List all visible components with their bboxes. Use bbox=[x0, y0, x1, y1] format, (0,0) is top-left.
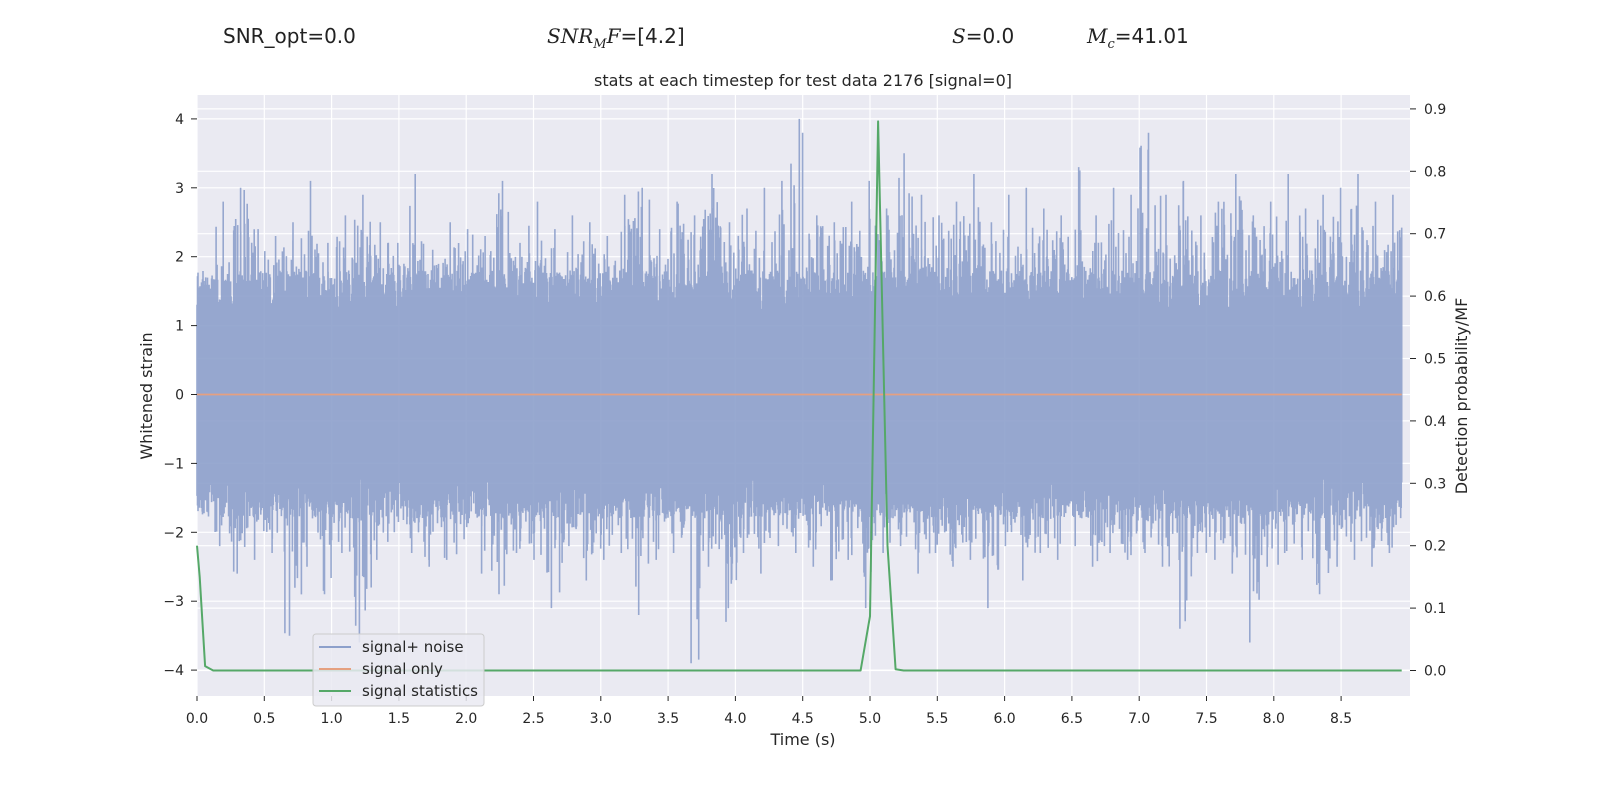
x-tick-label: 4.5 bbox=[792, 711, 814, 727]
x-tick-label: 6.5 bbox=[1061, 711, 1083, 727]
y-left-tick-label: 0 bbox=[175, 388, 184, 404]
x-tick-label: 8.5 bbox=[1330, 711, 1352, 727]
s-label: S=0.0 bbox=[952, 24, 1014, 48]
y-left-tick-label: −3 bbox=[163, 594, 184, 610]
y-right-tick-label: 0.5 bbox=[1424, 352, 1446, 368]
signal-statistics-line bbox=[196, 120, 1402, 672]
x-tick-label: 5.5 bbox=[926, 711, 948, 727]
legend-label-signal-noise: signal+ noise bbox=[362, 638, 464, 656]
x-tick-label: 8.0 bbox=[1263, 711, 1285, 727]
y-left-axis-label: Whitened strain bbox=[137, 332, 156, 459]
y-right-tick-label: 0.7 bbox=[1424, 227, 1446, 243]
chart-title: stats at each timestep for test data 217… bbox=[594, 71, 1012, 90]
legend-label-signal-statistics: signal statistics bbox=[362, 682, 478, 700]
x-tick-label: 1.0 bbox=[320, 711, 342, 727]
y-left-tick-label: 4 bbox=[175, 112, 184, 128]
legend: signal+ noise signal only signal statist… bbox=[312, 633, 485, 707]
y-right-tick-label: 0.4 bbox=[1424, 414, 1446, 430]
y-right-tick-label: 0.6 bbox=[1424, 289, 1446, 305]
y-right-axis-label: Detection probability/MF bbox=[1452, 298, 1471, 495]
signal-statistics-series bbox=[196, 120, 1402, 672]
y-left-tick-label: −2 bbox=[163, 525, 184, 541]
snr-mf-label: SNRMF=[4.2] bbox=[547, 24, 685, 52]
y-right-axis-ticks: 0.0 0.1 0.2 0.3 0.4 0.5 0.6 0.7 0.8 0.9 bbox=[1410, 102, 1446, 680]
snr-mf-tail: F bbox=[606, 24, 621, 48]
x-tick-label: 7.5 bbox=[1195, 711, 1217, 727]
x-tick-label: 7.0 bbox=[1128, 711, 1150, 727]
y-right-tick-label: 0.8 bbox=[1424, 164, 1446, 180]
y-left-tick-label: 3 bbox=[175, 181, 184, 197]
x-tick-label: 3.0 bbox=[590, 711, 612, 727]
y-left-tick-label: −1 bbox=[163, 456, 184, 472]
x-tick-label: 5.0 bbox=[859, 711, 881, 727]
legend-label-signal-only: signal only bbox=[362, 660, 443, 678]
snr-mf-value: =[4.2] bbox=[620, 24, 685, 48]
y-right-tick-label: 0.2 bbox=[1424, 539, 1446, 555]
y-right-tick-label: 0.0 bbox=[1424, 664, 1446, 680]
x-tick-label: 0.0 bbox=[186, 711, 208, 727]
y-right-tick-label: 0.3 bbox=[1424, 476, 1446, 492]
snr-mf-sub: M bbox=[593, 37, 607, 52]
snr-opt-label: SNR_opt=0.0 bbox=[223, 24, 356, 48]
x-tick-label: 6.0 bbox=[993, 711, 1015, 727]
x-tick-label: 2.0 bbox=[455, 711, 477, 727]
y-right-tick-label: 0.1 bbox=[1424, 601, 1446, 617]
mc-label: Mc=41.01 bbox=[1087, 24, 1189, 52]
mc-sub: c bbox=[1107, 37, 1115, 52]
mc-value: =41.01 bbox=[1114, 24, 1189, 48]
x-tick-label: 3.5 bbox=[657, 711, 679, 727]
x-axis-ticks: 0.0 0.5 1.0 1.5 2.0 2.5 3.0 3.5 4.0 4.5 5.0 5.5 6.0 6… bbox=[186, 696, 1352, 727]
s-symbol: S bbox=[952, 24, 966, 48]
x-tick-label: 1.5 bbox=[388, 711, 410, 727]
mc-symbol: M bbox=[1087, 24, 1108, 48]
y-right-tick-label: 0.9 bbox=[1424, 102, 1446, 118]
s-value: =0.0 bbox=[965, 24, 1015, 48]
y-left-tick-label: 1 bbox=[175, 319, 184, 335]
snr-mf-base: SNR bbox=[547, 24, 594, 48]
x-tick-label: 0.5 bbox=[253, 711, 275, 727]
legend-box bbox=[312, 633, 485, 707]
y-left-tick-label: −4 bbox=[163, 663, 184, 679]
y-left-tick-label: 2 bbox=[175, 250, 184, 266]
x-axis-label: Time (s) bbox=[769, 730, 835, 749]
y-left-axis-ticks: −4 −3 −2 −1 0 1 2 3 4 bbox=[163, 112, 197, 679]
x-tick-label: 2.5 bbox=[522, 711, 544, 727]
x-tick-label: 4.0 bbox=[724, 711, 746, 727]
